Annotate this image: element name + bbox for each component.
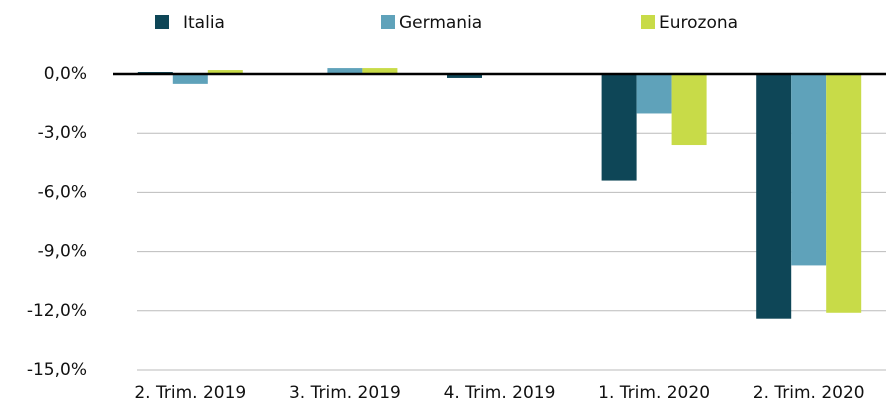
bar [826,74,862,313]
legend-label: Eurozona [659,13,738,33]
y-tick-label: -15,0% [27,360,87,380]
x-tick-label: 1. Trim. 2020 [598,383,710,403]
x-tick-label: 3. Trim. 2019 [289,383,401,403]
legend-swatch [381,15,395,29]
bar [172,74,208,84]
bar [207,70,243,74]
legend-label: Germania [399,13,482,33]
bar [327,68,363,74]
legend-swatch [641,15,655,29]
x-tick-label: 2. Trim. 2019 [134,383,246,403]
legend-label: Italia [183,13,225,33]
y-tick-label: 0,0% [44,64,87,84]
y-tick-label: -3,0% [38,123,87,143]
y-tick-label: -6,0% [38,182,87,202]
bar [791,74,827,266]
bar [671,74,707,146]
y-tick-label: -12,0% [27,301,87,321]
bar [362,68,398,74]
y-tick-label: -9,0% [38,242,87,262]
x-tick-label: 2. Trim. 2020 [753,383,865,403]
bar [447,74,482,78]
bar [601,74,637,181]
bar [636,74,672,114]
bar [756,74,792,319]
x-tick-label: 4. Trim. 2019 [444,383,556,403]
legend-swatch [155,15,169,29]
